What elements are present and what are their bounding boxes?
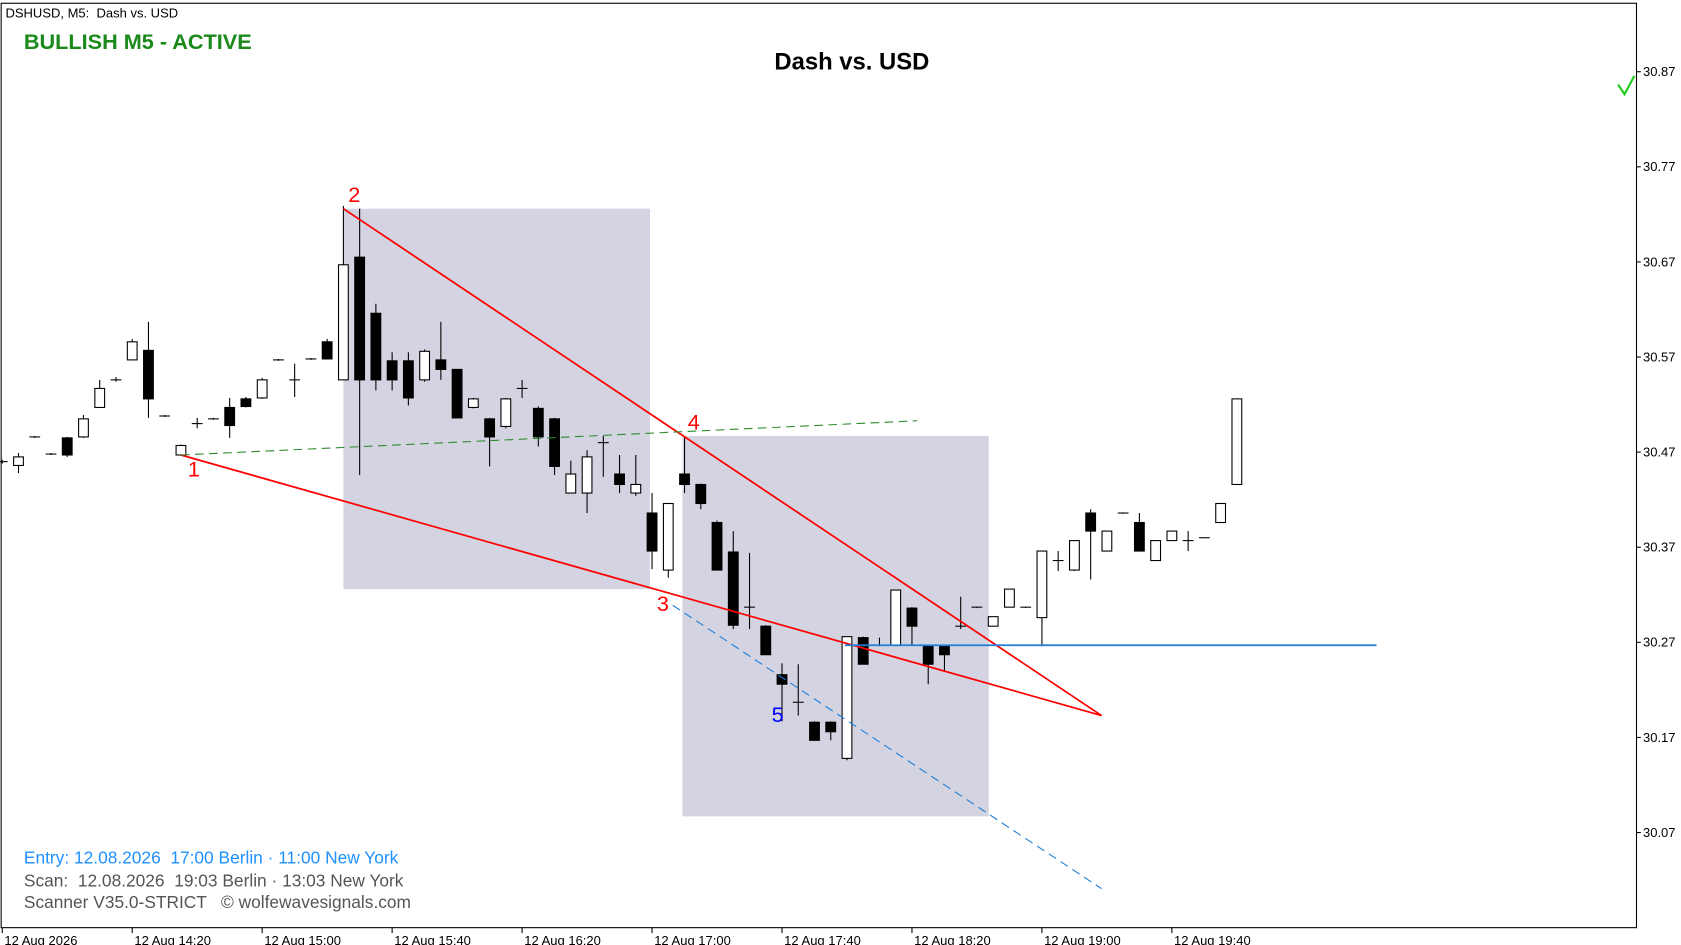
candle-body xyxy=(630,483,642,494)
candle-body xyxy=(354,256,366,381)
candle-body xyxy=(679,473,690,486)
candle-body xyxy=(776,674,788,685)
candle-body xyxy=(581,456,593,494)
candles xyxy=(0,205,1243,761)
y-tick-label: 30.77 xyxy=(1643,159,1676,174)
candle-body xyxy=(1150,540,1162,562)
candle-body xyxy=(419,350,431,381)
plot-frame xyxy=(0,2,1638,929)
wave-point-label: 2 xyxy=(348,182,360,207)
overlay-line xyxy=(180,420,918,456)
candle-body xyxy=(841,636,853,759)
candle-body xyxy=(1231,398,1243,486)
candle-body xyxy=(1166,530,1178,542)
candle-body xyxy=(13,456,24,466)
candle-body xyxy=(94,387,106,408)
candle-body xyxy=(1215,502,1227,524)
y-tick-label: 30.27 xyxy=(1643,635,1676,650)
candle-body xyxy=(484,418,496,438)
candle-body xyxy=(126,341,138,361)
candle-body xyxy=(1068,540,1080,571)
x-tick-label: 12 Aug 17:00 xyxy=(654,933,731,945)
candle-body xyxy=(467,398,479,408)
candle-body xyxy=(175,444,187,456)
candle-body xyxy=(500,398,512,428)
y-tick-label: 30.37 xyxy=(1643,540,1676,555)
overlays: 1 2 3 4 5 xyxy=(180,182,1377,890)
x-tick-label: 12 Aug 2026 xyxy=(4,933,77,945)
candle-body xyxy=(825,721,837,733)
candle-body xyxy=(386,360,398,381)
candle-body xyxy=(435,359,447,370)
x-tick-label: 12 Aug 17:40 xyxy=(784,933,861,945)
candle-body xyxy=(256,379,268,399)
candle-body xyxy=(890,589,902,646)
candle-body xyxy=(1036,550,1048,619)
candle-body xyxy=(549,418,560,467)
candle-body xyxy=(711,521,723,571)
candle-body xyxy=(662,502,674,571)
scanner-info: Scanner V35.0-STRICT © wolfewavesignals.… xyxy=(24,892,411,912)
candle-body xyxy=(614,473,625,486)
candle-body xyxy=(1133,521,1145,552)
candle-body xyxy=(727,551,739,626)
candle-body xyxy=(451,368,463,419)
symbol-label: DSHUSD, M5: Dash vs. USD xyxy=(5,5,178,20)
overlay-line xyxy=(180,454,1102,717)
candle-body xyxy=(565,473,577,494)
candle-body xyxy=(78,418,89,438)
candle-body xyxy=(857,637,869,665)
y-tick-label: 30.87 xyxy=(1643,64,1676,79)
candle-body xyxy=(1085,512,1097,532)
scan-info: Scan: 12.08.2026 19:03 Berlin · 13:03 Ne… xyxy=(24,870,404,890)
candle-body xyxy=(321,341,333,360)
candle-body xyxy=(224,406,236,427)
candle-body xyxy=(939,645,950,656)
candle-body xyxy=(370,312,382,381)
candle-body xyxy=(143,349,154,400)
candle-body xyxy=(337,264,349,381)
y-tick-label: 30.47 xyxy=(1643,444,1676,459)
candle-body xyxy=(240,398,252,408)
overlay-line xyxy=(342,207,1103,717)
x-tick-label: 12 Aug 16:20 xyxy=(524,933,601,945)
candle-body xyxy=(760,625,772,656)
pattern-zone xyxy=(682,435,989,817)
wave-point-label: 1 xyxy=(188,457,200,482)
x-tick-label: 12 Aug 19:00 xyxy=(1044,933,1121,945)
entry-info: Entry: 12.08.2026 17:00 Berlin · 11:00 N… xyxy=(24,848,399,868)
wave-point-label: 5 xyxy=(772,702,784,727)
candle-body xyxy=(402,360,414,399)
y-tick-label: 30.67 xyxy=(1643,254,1676,269)
overlay-line xyxy=(672,604,1102,890)
candle-body xyxy=(61,437,73,456)
y-tick-label: 30.17 xyxy=(1643,730,1676,745)
candle-body xyxy=(809,721,820,741)
x-tick-label: 12 Aug 14:20 xyxy=(134,933,211,945)
x-tick-label: 12 Aug 18:20 xyxy=(914,933,991,945)
x-tick-label: 12 Aug 19:40 xyxy=(1174,933,1251,945)
candle-body xyxy=(906,607,918,627)
candle-body xyxy=(1004,588,1015,608)
check-icon xyxy=(1617,75,1636,97)
wave-point-label: 4 xyxy=(688,409,700,434)
y-tick-label: 30.57 xyxy=(1643,349,1676,364)
chart-title: Dash vs. USD xyxy=(774,48,929,75)
candle-body xyxy=(922,644,934,665)
candle-body xyxy=(646,512,658,552)
candle-body xyxy=(987,616,999,627)
x-tick-label: 12 Aug 15:00 xyxy=(264,933,341,945)
y-tick-label: 30.07 xyxy=(1643,825,1676,840)
wave-point-label: 3 xyxy=(657,591,669,616)
candle-body xyxy=(695,483,707,505)
candle-body xyxy=(532,407,544,438)
x-tick-label: 12 Aug 15:40 xyxy=(394,933,471,945)
status-label: BULLISH M5 - ACTIVE xyxy=(24,29,252,54)
pattern-zone xyxy=(343,208,650,590)
candle-body xyxy=(1101,530,1113,552)
